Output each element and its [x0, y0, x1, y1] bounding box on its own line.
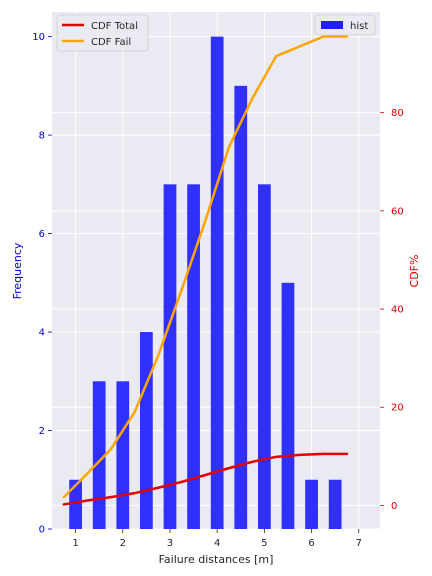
x-tick-label: 6: [308, 538, 314, 549]
y2-axis-ticks: 0 20 40 60 80: [380, 108, 404, 512]
hist-bar: [281, 282, 295, 529]
y-tick-label: 4: [39, 328, 45, 339]
hist-bar: [140, 332, 153, 529]
legend-hist-frame: [314, 14, 376, 36]
x-tick-label: 3: [167, 538, 173, 549]
x-tick-label: 5: [261, 538, 267, 549]
y2-tick-label: 80: [391, 108, 404, 119]
legend-hist: hist: [314, 14, 376, 36]
y2-tick-label: 20: [391, 403, 404, 414]
hist-bar: [258, 184, 271, 530]
legend-cdf-total-label: CDF Total: [91, 21, 138, 32]
y-axis-label: Frequency: [11, 242, 24, 299]
x-axis-ticks: 1 2 3 4 5 6 7: [72, 529, 362, 549]
y-axis-ticks: 0 2 4 6 8 10: [32, 32, 52, 536]
y2-tick-label: 60: [391, 206, 404, 217]
cdf-lines: [62, 35, 349, 506]
cdf-total-line: [62, 452, 349, 506]
hist-bar: [92, 381, 106, 529]
y2-tick-label: 40: [391, 305, 404, 316]
y2-tick-label: 0: [391, 501, 397, 512]
hist-bar: [69, 479, 82, 529]
hist-bar: [116, 381, 130, 529]
hist-bar: [305, 479, 318, 529]
cdf-fail-line: [62, 35, 349, 499]
legend-cdf-fail-label: CDF Fail: [91, 37, 131, 48]
histogram-bars: [69, 36, 342, 530]
x-tick-label: 4: [214, 538, 220, 549]
y-tick-label: 8: [39, 131, 45, 142]
x-tick-label: 2: [120, 538, 126, 549]
y-tick-label: 0: [39, 525, 45, 536]
hist-bar: [210, 36, 224, 529]
hist-bar: [187, 184, 200, 530]
y-tick-label: 6: [39, 229, 45, 240]
hist-bar: [328, 479, 342, 529]
x-tick-label: 1: [72, 538, 78, 549]
legend-hist-label: hist: [350, 21, 368, 32]
hist-bar: [163, 184, 177, 530]
y2-axis-label: CDF%: [408, 255, 421, 288]
y-tick-label: 10: [32, 32, 45, 43]
x-axis-label: Failure distances [m]: [159, 553, 274, 566]
legend-hist-swatch: [321, 21, 343, 29]
y-tick-label: 2: [39, 426, 45, 437]
x-tick-label: 7: [356, 538, 362, 549]
hist-bar: [234, 85, 248, 529]
legend-cdf: CDF Total CDF Fail: [56, 14, 149, 52]
